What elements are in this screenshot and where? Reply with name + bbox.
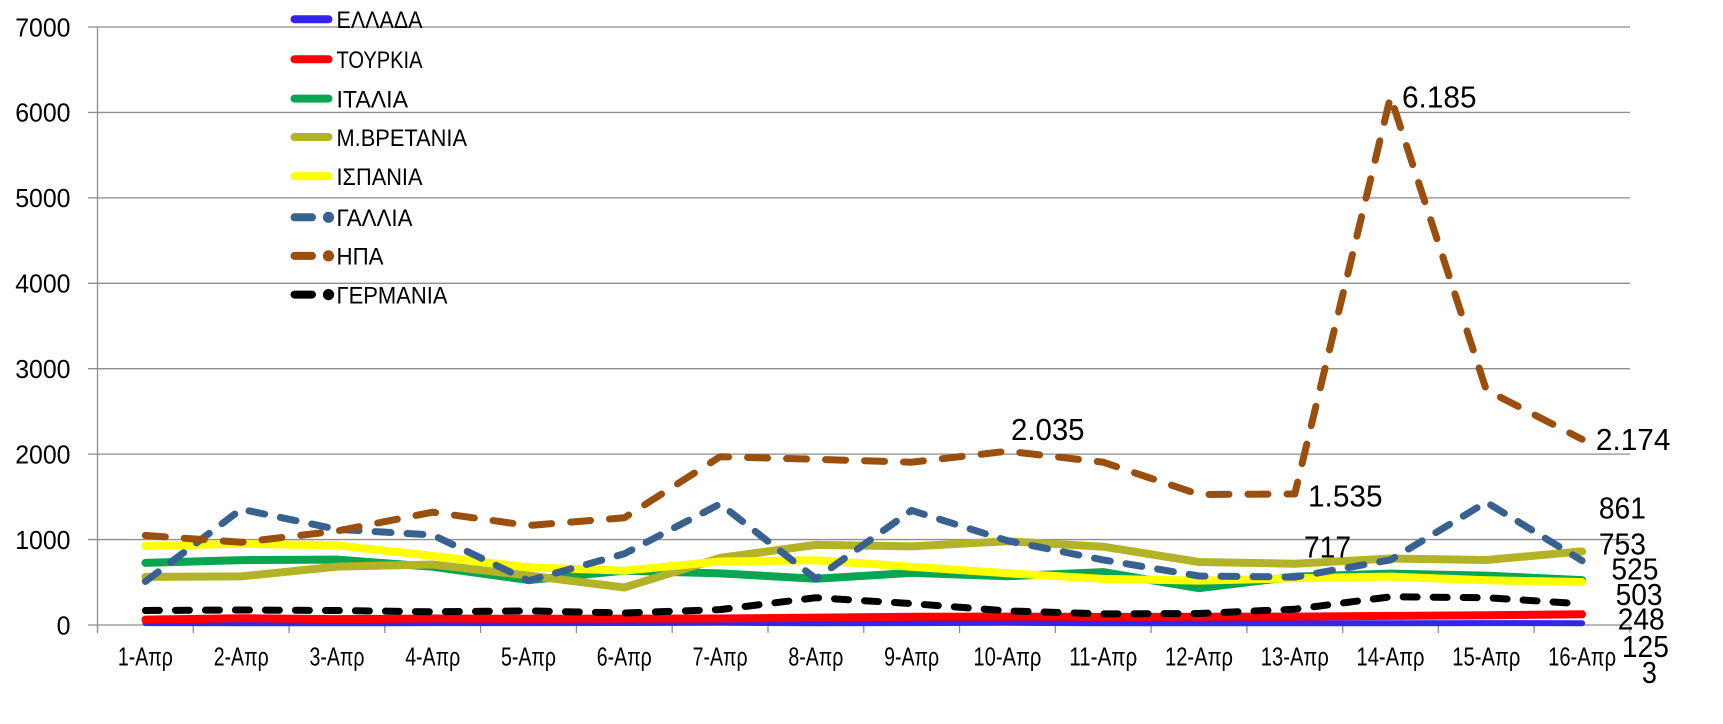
svg-text:16-Απρ: 16-Απρ [1548,642,1616,672]
svg-text:717: 717 [1304,530,1351,565]
svg-text:2.035: 2.035 [1011,412,1085,447]
svg-text:4-Απρ: 4-Απρ [405,642,460,672]
svg-text:ΗΠΑ: ΗΠΑ [337,244,384,271]
svg-text:ΙΣΠΑΝΙΑ: ΙΣΠΑΝΙΑ [337,164,423,191]
svg-text:6.185: 6.185 [1402,80,1477,115]
svg-text:2.174: 2.174 [1596,422,1671,457]
svg-text:248: 248 [1618,602,1665,637]
svg-text:ΕΛΛΑΔΑ: ΕΛΛΑΔΑ [337,7,423,34]
svg-text:7000: 7000 [15,12,70,42]
svg-text:4000: 4000 [15,269,70,299]
svg-text:2-Απρ: 2-Απρ [214,642,269,672]
svg-text:2000: 2000 [15,439,70,469]
svg-text:6-Απρ: 6-Απρ [597,642,652,672]
svg-text:5-Απρ: 5-Απρ [501,642,556,672]
svg-text:11-Απρ: 11-Απρ [1069,642,1137,672]
svg-text:1000: 1000 [15,525,70,555]
svg-text:ΓΑΛΛΙΑ: ΓΑΛΛΙΑ [337,205,413,232]
svg-text:1.535: 1.535 [1308,479,1383,514]
svg-text:13-Απρ: 13-Απρ [1261,642,1329,672]
svg-text:10-Απρ: 10-Απρ [973,642,1041,672]
svg-text:125: 125 [1622,629,1669,664]
svg-text:753: 753 [1599,527,1646,562]
svg-text:5000: 5000 [15,183,70,213]
svg-text:0: 0 [57,610,71,640]
svg-text:3-Απρ: 3-Απρ [310,642,365,672]
svg-text:9-Απρ: 9-Απρ [884,642,939,672]
svg-text:525: 525 [1611,552,1658,587]
svg-text:503: 503 [1616,577,1663,612]
svg-text:15-Απρ: 15-Απρ [1452,642,1520,672]
svg-text:8-Απρ: 8-Απρ [788,642,843,672]
svg-text:ΙΤΑΛΙΑ: ΙΤΑΛΙΑ [337,86,409,113]
svg-text:3: 3 [1642,655,1657,690]
svg-text:ΤΟΥΡΚΙΑ: ΤΟΥΡΚΙΑ [337,47,423,74]
svg-text:14-Απρ: 14-Απρ [1357,642,1425,672]
svg-text:1-Απρ: 1-Απρ [118,642,173,672]
svg-text:6000: 6000 [15,98,70,128]
svg-text:ΓΕΡΜΑΝΙΑ: ΓΕΡΜΑΝΙΑ [337,282,448,309]
svg-text:3000: 3000 [15,354,70,384]
svg-text:861: 861 [1599,491,1646,526]
svg-text:12-Απρ: 12-Απρ [1165,642,1233,672]
svg-text:Μ.ΒΡΕΤΑΝΙΑ: Μ.ΒΡΕΤΑΝΙΑ [337,125,468,152]
svg-text:7-Απρ: 7-Απρ [693,642,748,672]
